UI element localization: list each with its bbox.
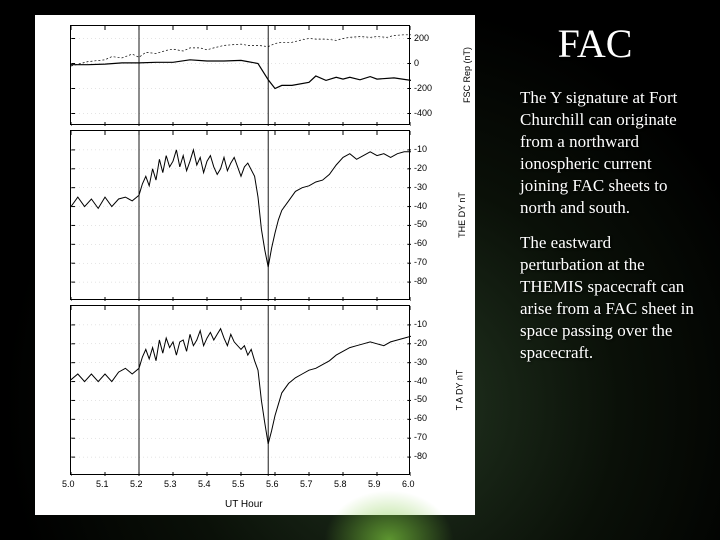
panel1-series-1 [71, 35, 411, 66]
xtick-label: 5.6 [266, 479, 279, 489]
xtick-label: 5.2 [130, 479, 143, 489]
xtick-label: 6.0 [402, 479, 415, 489]
chart-figure: -400-2000200FSC Rep (nT)-80-70-60-50-40-… [35, 15, 475, 515]
paragraph-2: The eastward perturbation at the THEMIS … [495, 232, 695, 365]
panel3-ylabel: T A DY nT [454, 370, 464, 411]
xtick-label: 5.5 [232, 479, 245, 489]
xtick-label: 5.7 [300, 479, 313, 489]
x-axis-label: UT Hour [225, 499, 263, 510]
ytick-label: -80 [414, 451, 427, 461]
ytick-label: 200 [414, 33, 429, 43]
panel1-series-0 [71, 60, 411, 89]
ytick-label: -20 [414, 338, 427, 348]
ytick-label: -80 [414, 276, 427, 286]
panel1: -400-2000200FSC Rep (nT) [70, 25, 410, 125]
ytick-label: 0 [414, 58, 419, 68]
ytick-label: -20 [414, 163, 427, 173]
ytick-label: -50 [414, 219, 427, 229]
xtick-label: 5.4 [198, 479, 211, 489]
ytick-label: -10 [414, 144, 427, 154]
text-column: FAC The Y signature at Fort Churchill ca… [475, 0, 720, 540]
slide-title: FAC [495, 20, 695, 67]
panel2-svg [71, 131, 411, 301]
ytick-label: -40 [414, 376, 427, 386]
ytick-label: -50 [414, 394, 427, 404]
xtick-label: 5.0 [62, 479, 75, 489]
panel2-ylabel: THE DY nT [457, 192, 467, 238]
paragraph-1: The Y signature at Fort Churchill can or… [495, 87, 695, 220]
ytick-label: -30 [414, 182, 427, 192]
xtick-label: 5.8 [334, 479, 347, 489]
xtick-label: 5.3 [164, 479, 177, 489]
ytick-label: -30 [414, 357, 427, 367]
panel3: -80-70-60-50-40-30-20-10T A DY nT [70, 305, 410, 475]
xtick-label: 5.9 [368, 479, 381, 489]
slide-container: -400-2000200FSC Rep (nT)-80-70-60-50-40-… [0, 0, 720, 540]
ytick-label: -60 [414, 413, 427, 423]
panel2: -80-70-60-50-40-30-20-10THE DY nT [70, 130, 410, 300]
ytick-label: -70 [414, 257, 427, 267]
ytick-label: -60 [414, 238, 427, 248]
panel3-series-0 [71, 329, 411, 444]
ytick-label: -10 [414, 319, 427, 329]
panel3-svg [71, 306, 411, 476]
panel2-series-0 [71, 150, 411, 267]
ytick-label: -70 [414, 432, 427, 442]
ytick-label: -200 [414, 83, 432, 93]
xtick-label: 5.1 [96, 479, 109, 489]
panel1-ylabel: FSC Rep (nT) [462, 47, 472, 103]
ytick-label: -40 [414, 201, 427, 211]
panel1-svg [71, 26, 411, 126]
ytick-label: -400 [414, 108, 432, 118]
